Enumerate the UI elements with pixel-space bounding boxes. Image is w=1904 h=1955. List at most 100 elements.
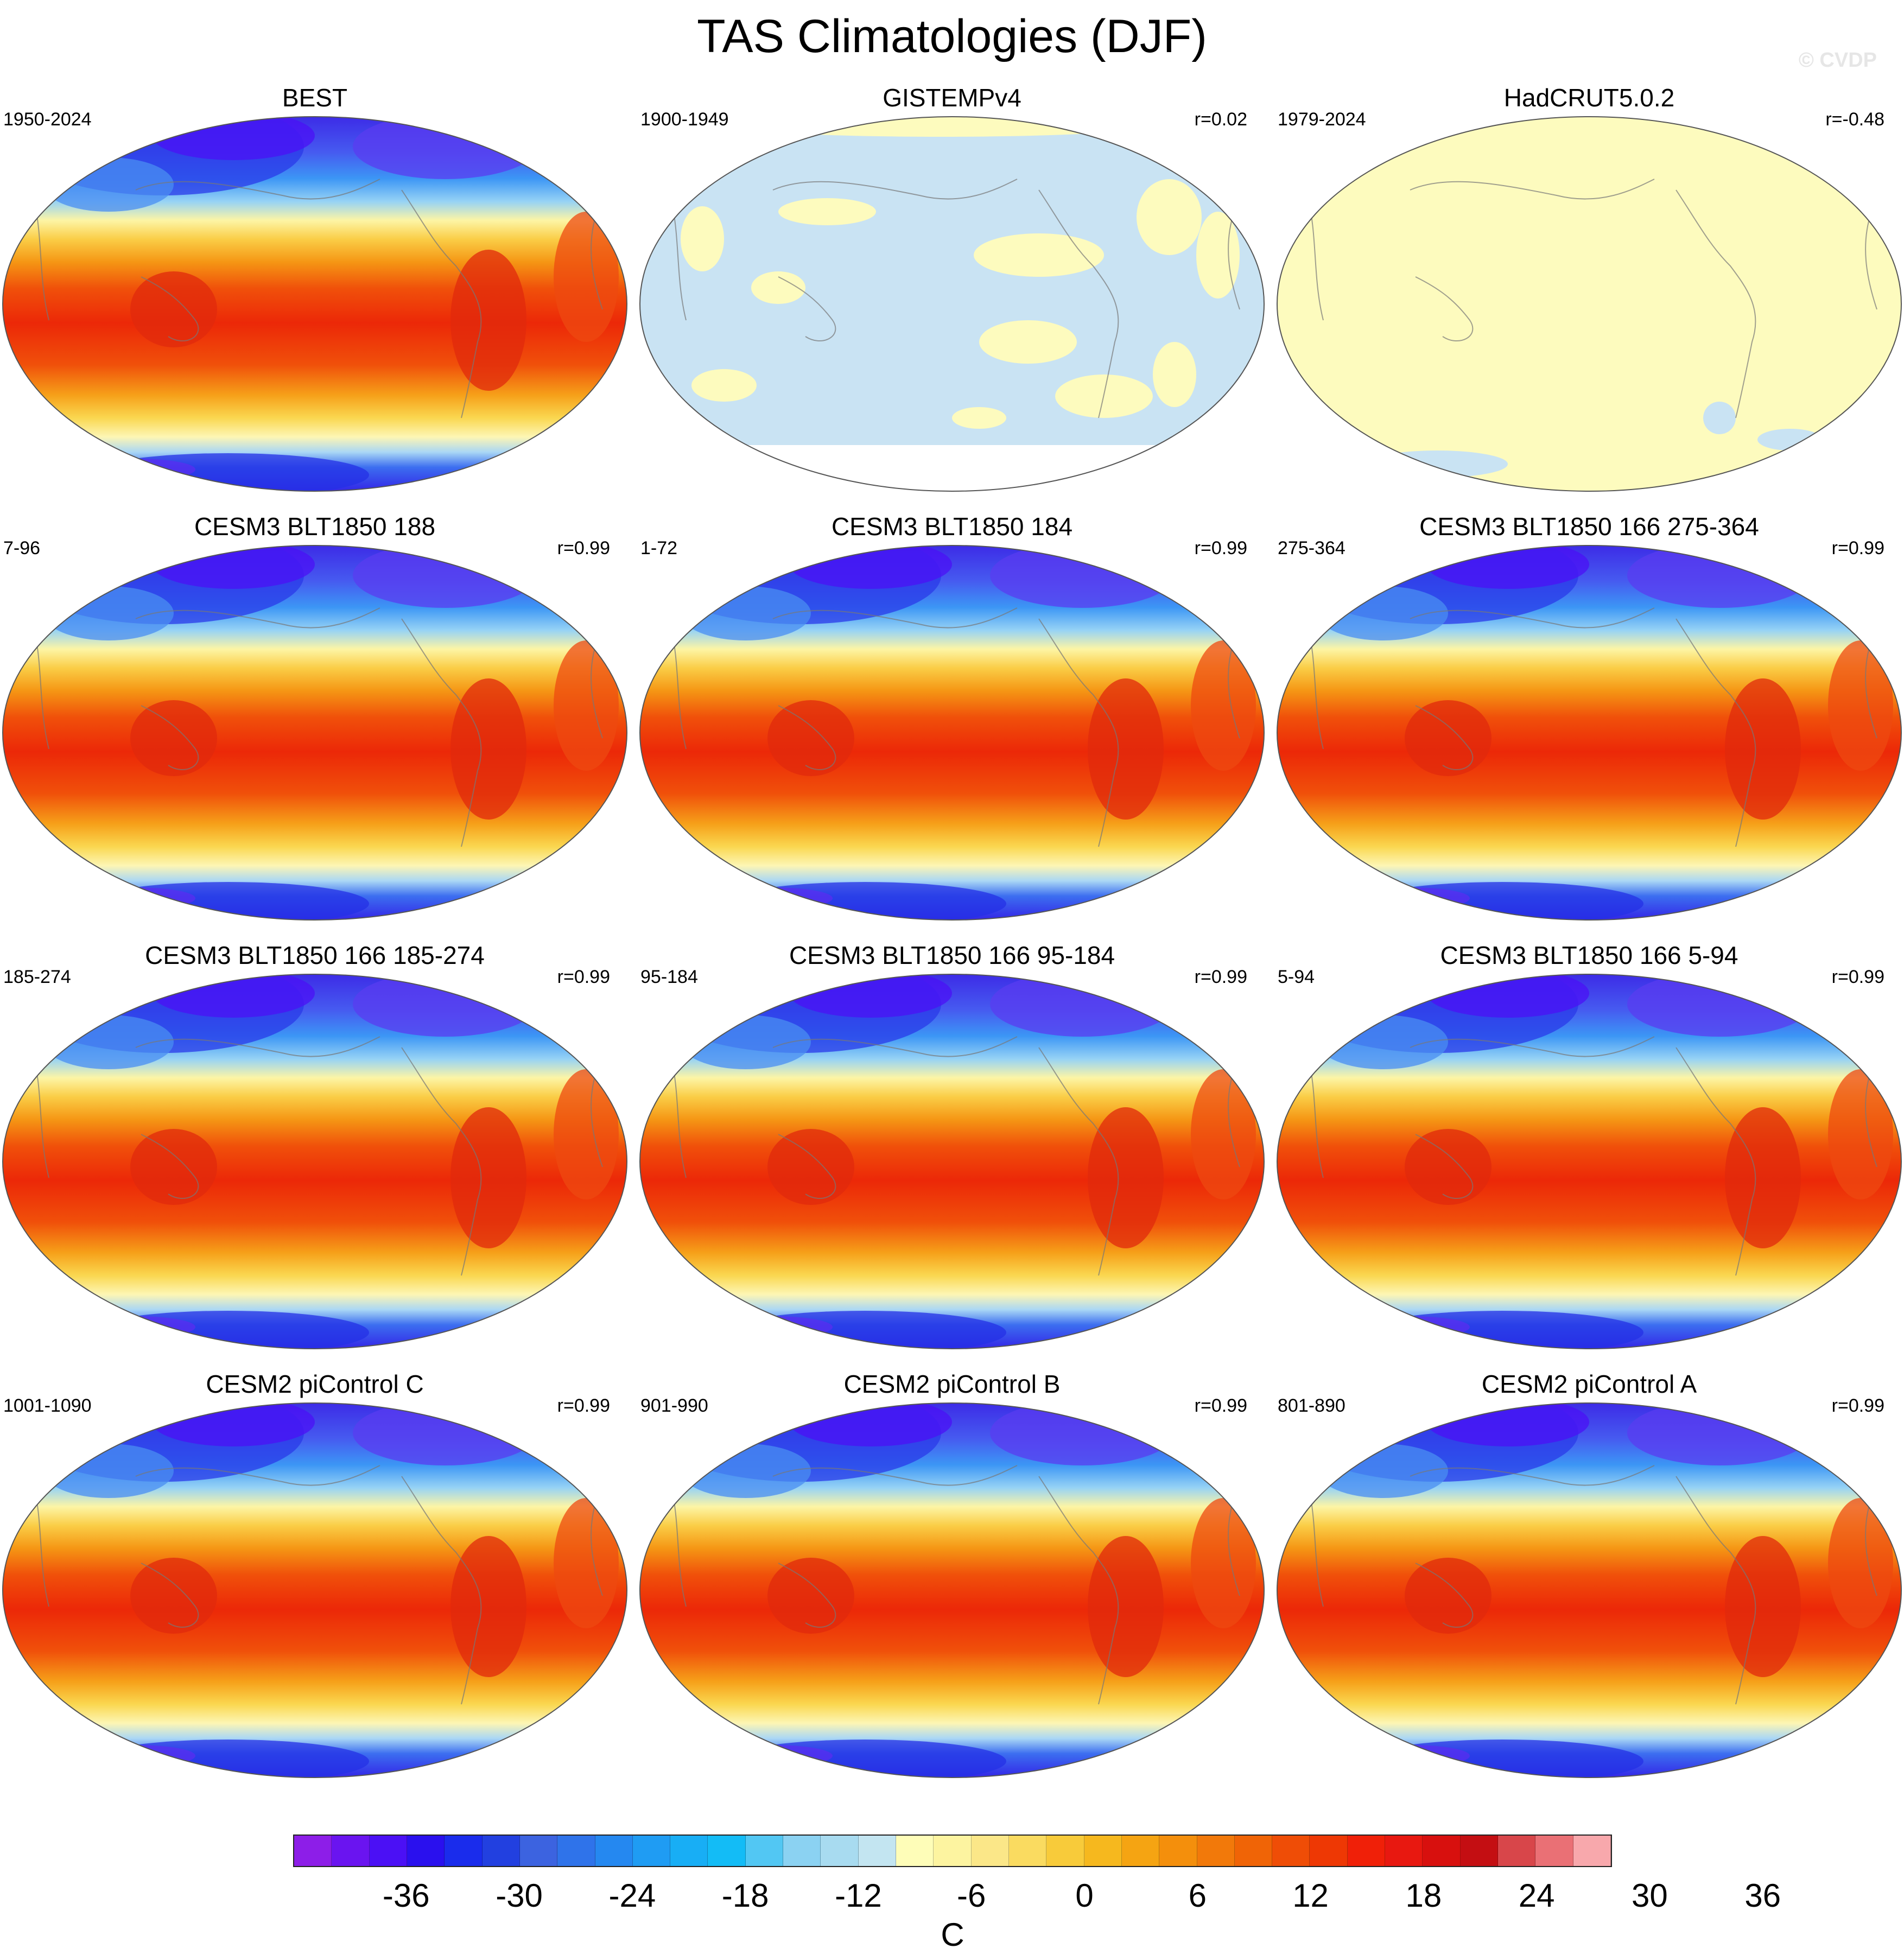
coastline [1038, 1047, 1119, 1276]
temperature-region [76, 1316, 195, 1338]
coastline [1865, 211, 1877, 310]
data-patch [979, 320, 1077, 364]
temperature-region [990, 1403, 1175, 1465]
coastline [1228, 211, 1240, 310]
colorbar-swatch [482, 1836, 520, 1866]
coastline [1865, 1069, 1877, 1167]
temperature-region [554, 1498, 619, 1628]
map-model [2, 974, 627, 1349]
temperature-region [1627, 1403, 1812, 1465]
coastline [401, 618, 482, 847]
map-outline [1277, 545, 1902, 921]
colorbar-swatch [407, 1836, 445, 1866]
data-patch [751, 271, 805, 304]
panel-year-range: 1950-2024 [3, 109, 92, 130]
coastline [1675, 189, 1756, 418]
temperature-region [713, 1316, 833, 1338]
coastline [1410, 607, 1655, 629]
panel-year-range: 7-96 [3, 538, 41, 558]
temperature-region [450, 1107, 526, 1248]
coastline [141, 1563, 199, 1628]
map-projection [637, 972, 1267, 1351]
temperature-region [130, 1558, 217, 1634]
coastline [1038, 618, 1119, 847]
colorbar-swatch [1234, 1836, 1273, 1866]
panel-title: HadCRUT5.0.2 [1503, 84, 1675, 112]
colorbar-units-label: C [941, 1916, 964, 1953]
map-projection [637, 543, 1267, 923]
panel-title: CESM2 piControl C [206, 1370, 424, 1398]
coastline [1675, 618, 1756, 847]
panel-pattern-correlation: r=-0.48 [1825, 109, 1884, 130]
panel-year-range: 95-184 [640, 967, 698, 987]
colorbar-swatch [1423, 1836, 1461, 1866]
temperature-region [1405, 1558, 1492, 1634]
temperature-region [450, 678, 526, 820]
temperature-region [1350, 1745, 1470, 1767]
coastline [1228, 1069, 1240, 1167]
colorbar-swatch [1084, 1836, 1122, 1866]
missing-data-region [640, 445, 1264, 491]
temperature-region [1350, 1316, 1470, 1338]
map-outline [2, 974, 627, 1349]
panel-year-range: 1979-2024 [1278, 109, 1366, 130]
panel-year-range: 1001-1090 [3, 1395, 92, 1416]
coastline [1415, 276, 1474, 342]
coastline [778, 1563, 836, 1628]
temperature-region [1828, 1498, 1893, 1628]
colorbar-tick-label: 30 [1632, 1877, 1668, 1914]
coastline [1410, 1465, 1655, 1486]
temperature-region [554, 212, 619, 342]
coastline [1228, 1497, 1240, 1596]
colorbar-swatch [557, 1836, 595, 1866]
map-projection [0, 543, 630, 923]
colorbar-tick-label: -18 [721, 1877, 769, 1914]
colorbar-swatch [934, 1836, 972, 1866]
coastline [401, 189, 482, 418]
colorbar-swatch [1197, 1836, 1235, 1866]
temperature-region [554, 1069, 619, 1199]
coastline [591, 640, 603, 739]
colorbar-swatch [783, 1836, 821, 1866]
colorbar-tick-label: 12 [1292, 1877, 1329, 1914]
map-panel: CESM3 BLT1850 166 5-94 5-94 r=0.99 [1274, 939, 1904, 1351]
colorbar-tick-label: -12 [835, 1877, 882, 1914]
panel-pattern-correlation: r=0.99 [1194, 967, 1247, 987]
temperature-region [450, 250, 526, 391]
panel-year-range: 801-890 [1278, 1395, 1346, 1416]
coastline [401, 1047, 482, 1276]
colorbar-swatch [1498, 1836, 1536, 1866]
map-outline [639, 545, 1265, 921]
coastline [1675, 1047, 1756, 1276]
colorbar-tick-label: 0 [1075, 1877, 1094, 1914]
map-projection [637, 114, 1267, 494]
temperature-region [1088, 1536, 1164, 1677]
map-projection [0, 972, 630, 1351]
temperature-region [1191, 1498, 1256, 1628]
colorbar-swatch [670, 1836, 708, 1866]
data-patch [1137, 179, 1202, 255]
coastline [141, 276, 199, 342]
colorbar-swatch [1573, 1836, 1611, 1866]
map-outline [1277, 974, 1902, 1349]
colorbar-swatch [708, 1836, 746, 1866]
map-projection [1274, 1400, 1904, 1780]
colorbar-swatch [1310, 1836, 1348, 1866]
map-panel: CESM3 BLT1850 166 185-274 185-274 r=0.99 [0, 939, 630, 1351]
temperature-region [1828, 640, 1893, 771]
data-patch [1703, 402, 1736, 434]
colorbar-swatch [445, 1836, 483, 1866]
map-model [2, 545, 627, 921]
map-outline [2, 545, 627, 921]
map-panel: CESM2 piControl B 901-990 r=0.99 [637, 1368, 1267, 1780]
coastline [778, 276, 836, 342]
panel-title: CESM3 BLT1850 188 [194, 512, 436, 541]
coastline [1415, 1563, 1474, 1628]
colorbar-swatch [821, 1836, 859, 1866]
coastline [135, 179, 380, 200]
temperature-region [353, 117, 537, 179]
colorbar-swatch [858, 1836, 896, 1866]
colorbar-swatch [1121, 1836, 1160, 1866]
colorbar-swatch [1347, 1836, 1386, 1866]
map-model [1277, 974, 1902, 1349]
